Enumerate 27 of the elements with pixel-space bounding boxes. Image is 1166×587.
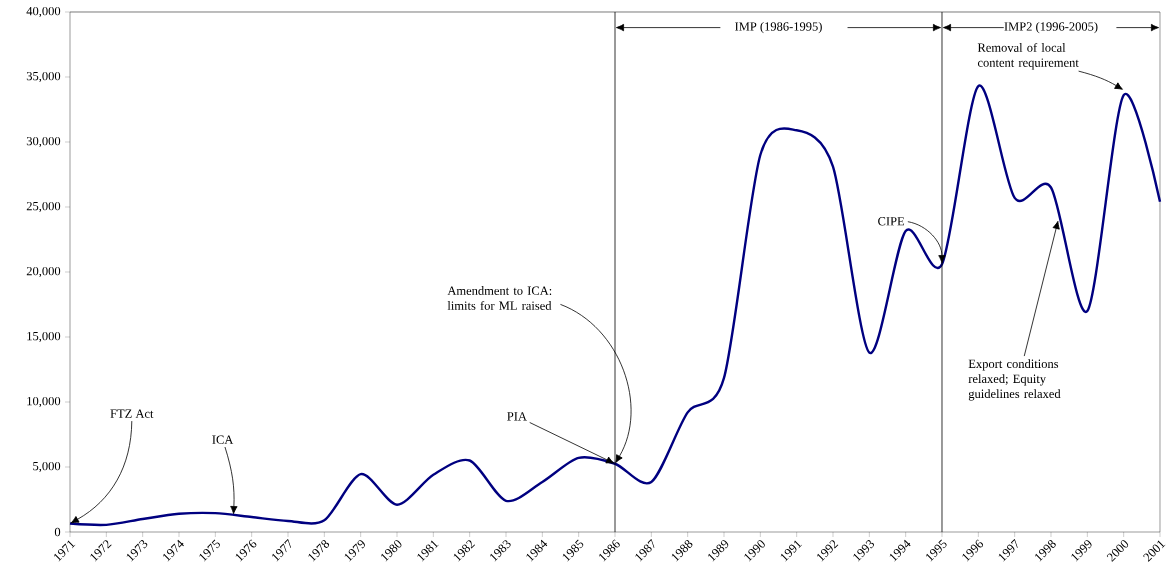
y-tick-label: 5,000: [33, 461, 61, 473]
annotation: IMP2 (1996-2005): [1004, 21, 1098, 34]
y-tick-label: 15,000: [27, 331, 61, 343]
x-tick-label: 1974: [163, 539, 184, 562]
annotation: IMP (1986-1995): [735, 21, 822, 34]
y-tick-label: 0: [54, 527, 61, 537]
y-tick-label: 40,000: [26, 6, 61, 18]
y-tick-label: 20,000: [26, 266, 61, 278]
annotation: PIA: [507, 412, 527, 421]
annotation: Removal of local content requirement: [977, 42, 1079, 70]
x-tick-label: 1980: [381, 540, 402, 562]
y-tick-label: 25,000: [26, 201, 61, 213]
x-tick-label: 1971: [54, 540, 76, 562]
x-tick-label: 1983: [490, 540, 511, 562]
y-tick-label: 10,000: [27, 396, 61, 408]
annotation: Export conditions relaxed; Equity guidelines relaxed: [968, 359, 1061, 401]
x-tick-label: 1998: [1035, 540, 1056, 562]
line-series: [68, 84, 1162, 527]
y-tick-label: 35,000: [26, 71, 61, 83]
x-tick-label: 1989: [708, 540, 729, 562]
annotation: Amendment to ICA: limits for ML raised: [447, 286, 552, 310]
annotation: FTZ Act: [110, 409, 154, 418]
annotation: ICA: [212, 435, 234, 444]
annotation: CIPE: [878, 217, 905, 226]
y-tick-label: 30,000: [26, 136, 61, 148]
x-tick-label: 1991: [780, 540, 802, 562]
x-tick-label: 1992: [817, 540, 839, 562]
